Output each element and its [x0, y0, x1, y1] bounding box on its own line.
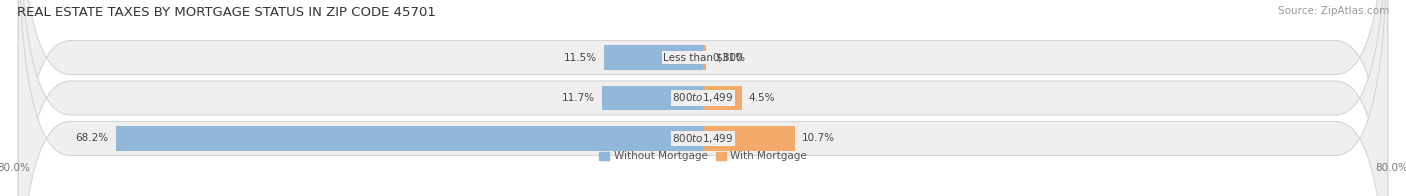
Bar	[602, 86, 703, 110]
Legend: Without Mortgage, With Mortgage: Without Mortgage, With Mortgage	[595, 147, 811, 166]
Text: REAL ESTATE TAXES BY MORTGAGE STATUS IN ZIP CODE 45701: REAL ESTATE TAXES BY MORTGAGE STATUS IN …	[17, 6, 436, 19]
Text: 11.5%: 11.5%	[564, 53, 598, 63]
Text: Source: ZipAtlas.com: Source: ZipAtlas.com	[1278, 6, 1389, 16]
Text: $800 to $1,499: $800 to $1,499	[672, 92, 734, 104]
FancyBboxPatch shape	[18, 0, 1388, 196]
Bar	[703, 126, 796, 151]
Bar	[703, 86, 742, 110]
Text: 11.7%: 11.7%	[562, 93, 595, 103]
Bar	[605, 45, 703, 70]
Text: 10.7%: 10.7%	[801, 133, 835, 143]
Bar	[115, 126, 703, 151]
Bar	[703, 45, 706, 70]
Text: 68.2%: 68.2%	[76, 133, 108, 143]
Text: Less than $800: Less than $800	[664, 53, 742, 63]
Text: 0.31%: 0.31%	[713, 53, 745, 63]
FancyBboxPatch shape	[18, 0, 1388, 196]
FancyBboxPatch shape	[18, 0, 1388, 196]
Text: $800 to $1,499: $800 to $1,499	[672, 132, 734, 145]
Text: 4.5%: 4.5%	[748, 93, 775, 103]
